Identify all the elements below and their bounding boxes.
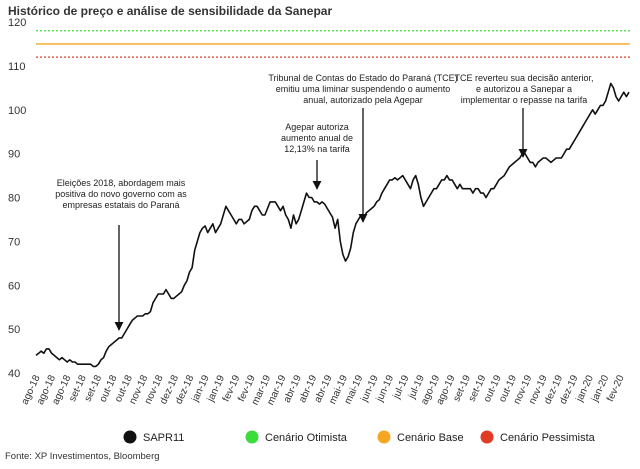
- legend-marker: [123, 430, 137, 444]
- legend-label: Cenário Base: [397, 432, 464, 444]
- y-tick-label: 50: [8, 324, 20, 336]
- y-tick-label: 40: [8, 368, 20, 380]
- legend-label: SAPR11: [143, 432, 184, 444]
- y-tick-label: 70: [8, 236, 20, 248]
- y-tick-label: 100: [8, 105, 26, 117]
- y-tick-label: 110: [8, 61, 26, 73]
- legend-marker: [480, 430, 494, 444]
- price-series-line: [35, 82, 630, 368]
- legend-label: Cenário Pessimista: [500, 432, 596, 444]
- annotation-text: aumento anual de: [281, 133, 353, 143]
- annotation-text: Tribunal de Contas do Estado do Paraná (…: [268, 73, 457, 83]
- annotation-text: empresas estatais do Paraná: [62, 200, 179, 210]
- annotation-text: TCE reverteu sua decisão anterior,: [454, 73, 593, 83]
- annotation-text: positiva do novo governo com as: [55, 189, 187, 199]
- annotation-text: Agepar autoriza: [285, 122, 349, 132]
- annotation-text: anual, autorizado pela Agepar: [303, 95, 423, 105]
- chart-title: Histórico de preço e análise de sensibil…: [8, 4, 333, 18]
- y-tick-label: 90: [8, 149, 20, 161]
- annotation-text: implementar o repasse na tarifa: [461, 95, 588, 105]
- annotation-text: e autorizou a Sanepar a: [476, 84, 572, 94]
- y-tick-label: 120: [8, 17, 26, 29]
- legend-label: Cenário Otimista: [265, 432, 348, 444]
- annotation-text: Eleições 2018, abordagem mais: [57, 178, 186, 188]
- annotation-text: emitiu uma liminar suspendendo o aumento: [276, 84, 451, 94]
- legend-marker: [245, 430, 259, 444]
- annotation-text: 12,13% na tarifa: [284, 144, 350, 154]
- legend-marker: [377, 430, 391, 444]
- source-note: Fonte: XP Investimentos, Bloomberg: [5, 451, 160, 462]
- y-tick-label: 60: [8, 280, 20, 292]
- y-tick-label: 80: [8, 193, 20, 205]
